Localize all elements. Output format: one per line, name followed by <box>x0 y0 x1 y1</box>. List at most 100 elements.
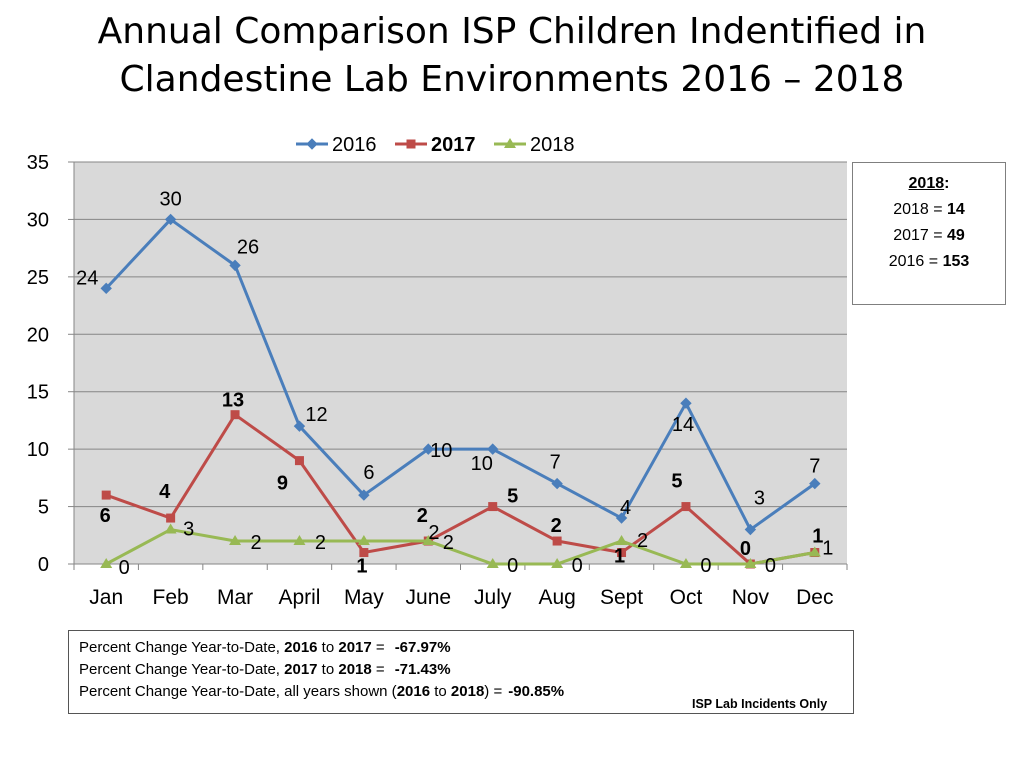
data-point <box>229 259 241 272</box>
data-point <box>808 546 821 557</box>
pct-value: -90.85% <box>508 683 565 700</box>
title-line-2: Clandestine Lab Environments 2016 – 2018 <box>119 59 905 100</box>
data-point <box>164 523 177 534</box>
data-label: 14 <box>672 414 694 436</box>
data-label: 7 <box>809 456 820 478</box>
chart-title: Annual Comparison ISP Children Indentifi… <box>0 8 1024 104</box>
data-label: 2 <box>315 532 326 554</box>
x-tick-label: Dec <box>796 586 833 609</box>
data-point <box>294 456 304 466</box>
y-tick-label: 35 <box>27 152 49 174</box>
data-label: 5 <box>671 471 682 493</box>
data-point <box>809 477 821 490</box>
data-label: 5 <box>507 486 518 508</box>
plot-area <box>74 162 847 564</box>
data-label: 10 <box>430 440 452 462</box>
data-point <box>744 523 757 536</box>
data-label: 1 <box>614 546 625 568</box>
data-point <box>101 490 111 500</box>
x-tick-label: July <box>474 586 512 609</box>
data-point <box>358 489 370 501</box>
pct-line-3: Percent Change Year-to-Date, all years s… <box>79 681 853 703</box>
summary-value: 14 <box>947 201 965 218</box>
data-label: 1 <box>356 556 367 578</box>
percent-change-box: Percent Change Year-to-Date, 2016 to 201… <box>68 630 854 714</box>
data-point <box>551 477 563 490</box>
data-label: 0 <box>119 557 130 579</box>
data-label: 0 <box>765 555 776 577</box>
summary-value: 153 <box>942 253 970 270</box>
y-tick-label: 0 <box>38 554 49 576</box>
data-point <box>406 139 416 149</box>
data-point <box>293 535 306 546</box>
x-tick-label: Mar <box>217 586 253 609</box>
pct-value: -71.43% <box>394 661 451 678</box>
y-tick-label: 15 <box>27 382 49 404</box>
data-label: 26 <box>237 236 259 258</box>
data-point <box>504 138 516 148</box>
legend-label: 2018 <box>530 134 575 156</box>
data-point <box>615 535 628 546</box>
data-point <box>680 397 692 409</box>
data-label: 2 <box>637 530 648 552</box>
summary-box: 2018: 2018 = 14 2017 = 49 2016 = 153 <box>852 162 1006 305</box>
data-label: 2 <box>250 532 261 554</box>
data-point <box>166 513 176 523</box>
x-tick-label: Oct <box>670 586 703 609</box>
data-label: 9 <box>277 473 288 495</box>
data-label: 2 <box>551 515 562 537</box>
data-label: 1 <box>822 538 833 560</box>
data-point <box>359 548 369 558</box>
y-tick-label: 20 <box>27 324 49 346</box>
data-point <box>617 548 627 558</box>
data-label: 2 <box>417 505 428 527</box>
data-label: 6 <box>100 505 111 527</box>
data-label: 4 <box>620 497 631 519</box>
data-label: 1 <box>812 526 823 548</box>
y-tick-label: 25 <box>27 267 49 289</box>
data-label: 4 <box>159 481 171 503</box>
data-point <box>229 535 242 546</box>
x-tick-label: April <box>278 586 320 609</box>
series-line-2017 <box>105 413 816 566</box>
legend-label: 2017 <box>431 134 476 156</box>
x-tick-label: June <box>406 586 452 609</box>
summary-header: 2018 <box>908 175 945 192</box>
pct-line-1: Percent Change Year-to-Date, 2016 to 201… <box>79 637 853 659</box>
data-label: 2 <box>428 522 439 544</box>
data-point <box>681 502 691 512</box>
data-point <box>551 558 564 568</box>
data-point <box>422 535 435 546</box>
data-point <box>422 443 434 455</box>
y-tick-label: 5 <box>38 497 49 519</box>
x-tick-label: Aug <box>538 586 575 609</box>
data-point <box>306 138 318 150</box>
pct-value: -67.97% <box>394 639 451 656</box>
data-point <box>357 535 370 546</box>
data-label: 3 <box>183 519 194 541</box>
data-label: 7 <box>550 452 561 474</box>
data-label: 0 <box>700 555 711 577</box>
summary-row: 2018 = 14 <box>893 201 965 218</box>
data-point <box>487 443 499 455</box>
data-label: 2 <box>443 532 454 554</box>
data-label: 3 <box>754 488 765 510</box>
data-point <box>744 558 757 568</box>
x-tick-label: Sept <box>600 586 643 609</box>
data-label: 12 <box>305 404 327 426</box>
data-label: 0 <box>572 555 583 577</box>
series-line-2018 <box>105 528 816 566</box>
pct-line-2: Percent Change Year-to-Date, 2017 to 201… <box>79 659 853 681</box>
data-label: 24 <box>76 267 98 289</box>
data-label: 0 <box>740 538 751 560</box>
title-line-1: Annual Comparison ISP Children Indentifi… <box>97 11 927 52</box>
data-point <box>230 410 240 420</box>
y-tick-label: 30 <box>27 209 49 231</box>
data-point <box>164 213 177 226</box>
data-point <box>486 558 499 568</box>
legend-label: 2016 <box>332 134 377 156</box>
data-point <box>293 420 306 432</box>
x-tick-label: May <box>344 586 384 609</box>
data-label: 0 <box>507 555 518 577</box>
